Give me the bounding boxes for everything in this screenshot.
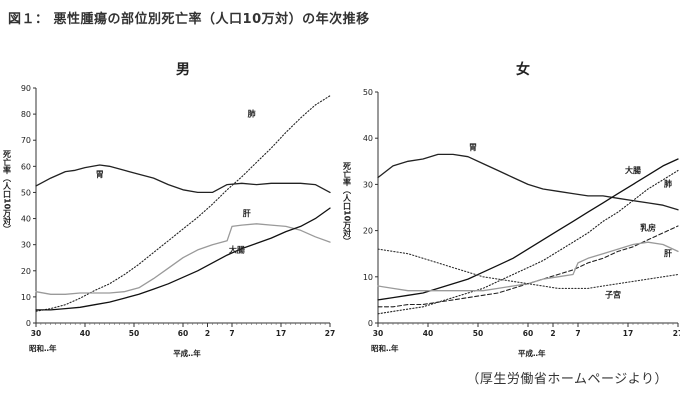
x-tick-label: 2	[205, 329, 210, 338]
y-axis-label: 死亡率（人口10万対）	[2, 150, 12, 233]
chart-title: 女	[516, 61, 530, 78]
series-line	[35, 223, 331, 295]
series-label: 乳房	[640, 223, 656, 233]
series-line	[35, 207, 331, 311]
chart-women: 女0102030405030405060271727昭和‥年平成‥年死亡率（人口…	[342, 61, 680, 358]
series-label: 子宮	[605, 290, 621, 300]
series-line	[377, 225, 679, 308]
x-tick-label: 40	[423, 329, 433, 338]
figure-title: 図１： 悪性腫瘍の部位別死亡率（人口10万対）の年次推移	[8, 12, 370, 27]
series-label: 肺	[248, 109, 256, 119]
y-tick-label: 0	[26, 319, 31, 328]
x-tick-label: 30	[31, 329, 41, 338]
y-tick-label: 10	[21, 293, 31, 302]
x-era-label-showa: 昭和‥年	[29, 343, 57, 353]
y-tick-label: 30	[21, 241, 31, 250]
x-era-label-showa: 昭和‥年	[371, 343, 399, 353]
y-tick-label: 90	[21, 84, 31, 93]
series-line	[35, 95, 331, 312]
y-tick-label: 30	[363, 180, 373, 189]
series-line	[377, 241, 679, 292]
chart-title: 男	[176, 62, 190, 78]
y-tick-label: 50	[21, 188, 31, 197]
series-label: 大腸	[625, 165, 641, 175]
y-tick-label: 0	[368, 319, 373, 328]
y-axis-label: 死亡率（人口10万対）	[342, 162, 352, 245]
series-label: 胃	[469, 143, 477, 152]
y-tick-label: 20	[363, 227, 373, 236]
y-tick-label: 10	[363, 273, 373, 282]
x-tick-label: 27	[673, 329, 680, 338]
source-note: （厚生労働省ホームページより）	[466, 372, 668, 387]
x-tick-label: 60	[178, 329, 188, 338]
y-tick-label: 20	[21, 267, 31, 276]
x-tick-label: 40	[80, 329, 90, 338]
series-line	[377, 153, 679, 211]
x-tick-label: 60	[523, 329, 533, 338]
series-label: 肝	[243, 209, 251, 218]
y-tick-label: 40	[21, 215, 31, 224]
x-tick-label: 2	[550, 329, 555, 338]
x-era-label-heisei: 平成‥年	[518, 348, 546, 358]
x-tick-label: 27	[325, 329, 335, 338]
series-line	[377, 248, 679, 289]
series-line	[377, 169, 679, 315]
y-tick-label: 70	[21, 136, 31, 145]
series-label: 大腸	[229, 245, 245, 255]
x-tick-label: 7	[575, 329, 580, 338]
x-era-label-heisei: 平成‥年	[173, 348, 201, 358]
series-label: 肝	[664, 249, 672, 258]
x-tick-label: 50	[473, 329, 483, 338]
x-tick-label: 17	[276, 329, 286, 338]
x-tick-label: 7	[229, 329, 234, 338]
y-tick-label: 80	[21, 110, 31, 119]
y-tick-label: 40	[363, 134, 373, 143]
x-tick-label: 50	[129, 329, 139, 338]
x-tick-label: 30	[373, 329, 383, 338]
series-line	[377, 158, 679, 301]
y-tick-label: 50	[363, 88, 373, 97]
y-tick-label: 60	[21, 162, 31, 171]
series-label: 胃	[96, 170, 104, 179]
x-tick-label: 17	[623, 329, 633, 338]
series-label: 肺	[664, 179, 672, 189]
series-line	[35, 164, 331, 194]
